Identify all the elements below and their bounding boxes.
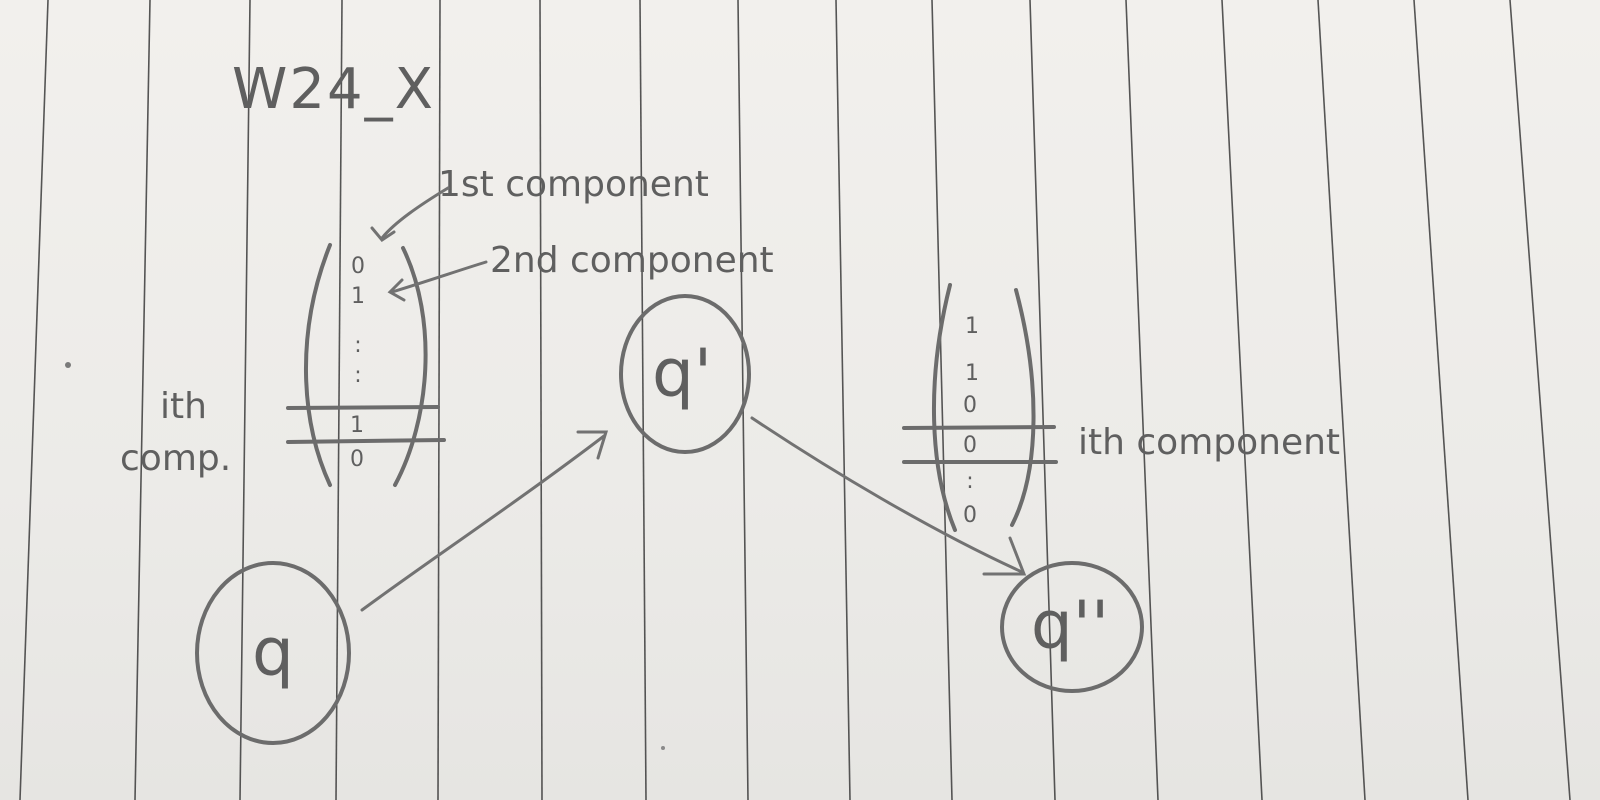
left-tape-cell: 0 [351, 254, 365, 279]
second-component-arrowhead [387, 278, 406, 302]
right-tape-cell: 0 [963, 393, 977, 418]
transition-q-to-q-prime-arrowhead [576, 430, 609, 460]
ruling-line [335, 0, 343, 800]
ruling-line [639, 0, 647, 800]
ith-comp-label-line2: comp. [120, 438, 231, 479]
ruling-line [1029, 0, 1056, 800]
ruling-line [931, 0, 953, 800]
left-tape-ith-bottom-line [286, 438, 446, 444]
ruling-line [539, 0, 543, 800]
left-tape-right-edge [393, 246, 428, 487]
ruling-line [239, 0, 251, 800]
ruling-line [1221, 0, 1263, 800]
right-tape-left-edge [931, 283, 957, 532]
transition-q-to-q-prime-line [360, 434, 606, 612]
ruling-line [1125, 0, 1159, 800]
left-tape-ith-top-line [286, 405, 440, 410]
state-q-prime-circle [619, 294, 751, 454]
transition-q-to-q-prime [360, 430, 609, 612]
right-tape-ith-top-line [902, 425, 1056, 430]
sketch-title: W24_X [232, 57, 435, 122]
paper-speck [65, 362, 71, 368]
left-tape-cell: : [354, 333, 361, 358]
left-tape: 0 1 : : 1 0 [286, 243, 446, 487]
ith-comp-label-line1: ith [160, 386, 207, 427]
ruling-line [19, 0, 49, 800]
ruling-line [835, 0, 851, 800]
ruling-line [437, 0, 441, 800]
ruling-line [737, 0, 749, 800]
left-tape-cell: 1 [351, 284, 365, 309]
state-q-double-prime: q'' [1000, 561, 1144, 693]
state-q: q [195, 561, 351, 745]
left-tape-cell: 1 [350, 413, 364, 438]
ruling-line [1317, 0, 1366, 800]
state-q-label: q [252, 614, 294, 691]
first-component-arrowhead [370, 226, 396, 242]
first-component-label: 1st component [438, 164, 709, 205]
first-component-pointer [380, 186, 450, 240]
ruling-line [1509, 0, 1571, 800]
ruling-line [1413, 0, 1469, 800]
right-tape-cell: 1 [965, 361, 979, 386]
state-q-double-prime-label: q'' [1031, 587, 1109, 664]
state-q-circle [195, 561, 351, 745]
transition-q-prime-to-q-double-prime [750, 416, 1027, 576]
state-q-prime: q' [619, 294, 751, 454]
right-tape-cell: : [966, 469, 973, 494]
second-component-pointer [390, 260, 488, 294]
transition-q-prime-to-q-double-prime-arrowhead [982, 536, 1027, 576]
right-tape: 1 1 0 0 : 0 [902, 283, 1058, 532]
second-component-label: 2nd component [490, 240, 774, 281]
paper-speck [661, 746, 665, 750]
right-tape-cell: 0 [963, 503, 977, 528]
ith-component-label: ith component [1078, 422, 1340, 463]
right-tape-right-edge [1010, 288, 1036, 527]
state-q-double-prime-circle [1000, 561, 1144, 693]
transition-q-prime-to-q-double-prime-line [750, 416, 1024, 574]
left-tape-cell: : [354, 363, 361, 388]
left-tape-cell: 0 [350, 447, 364, 472]
left-tape-left-edge [304, 243, 332, 487]
right-tape-cell: 1 [965, 314, 979, 339]
ruling-line [134, 0, 151, 800]
right-tape-cell: 0 [963, 433, 977, 458]
state-q-prime-label: q' [652, 335, 712, 412]
